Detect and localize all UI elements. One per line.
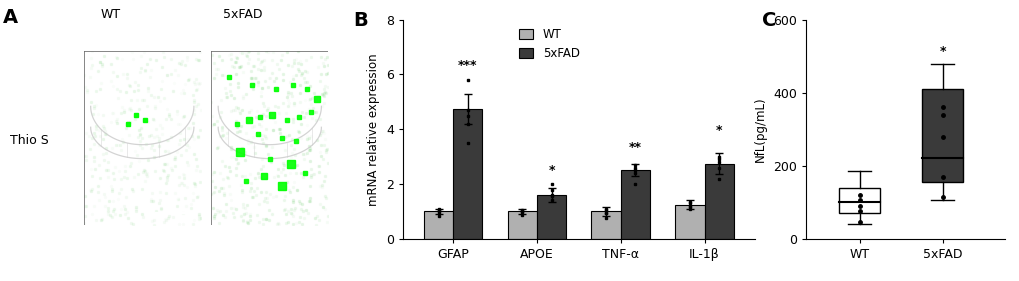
- Text: *: *: [938, 45, 945, 58]
- Y-axis label: mRNA relative expression: mRNA relative expression: [367, 53, 380, 206]
- Text: A: A: [3, 8, 18, 28]
- Text: B: B: [354, 11, 368, 30]
- Text: *: *: [715, 124, 721, 137]
- Bar: [507, 211, 536, 239]
- Y-axis label: NfL(pg/mL): NfL(pg/mL): [754, 96, 766, 162]
- Text: *: *: [548, 164, 554, 177]
- Bar: [591, 211, 621, 239]
- Bar: [621, 170, 649, 239]
- Legend: WT, 5xFAD: WT, 5xFAD: [514, 23, 584, 65]
- Bar: [536, 195, 566, 239]
- Text: C: C: [761, 11, 775, 30]
- Bar: [921, 89, 962, 182]
- Bar: [675, 205, 704, 239]
- Bar: [452, 109, 482, 239]
- Text: WT: WT: [101, 8, 121, 21]
- Text: Thio S: Thio S: [10, 134, 49, 147]
- Text: 100μm: 100μm: [164, 197, 181, 202]
- Text: 5xFAD: 5xFAD: [222, 8, 262, 21]
- Bar: [424, 211, 452, 239]
- Text: **: **: [629, 141, 641, 154]
- Bar: [704, 164, 733, 239]
- Text: ***: ***: [458, 59, 477, 72]
- Bar: [839, 188, 879, 213]
